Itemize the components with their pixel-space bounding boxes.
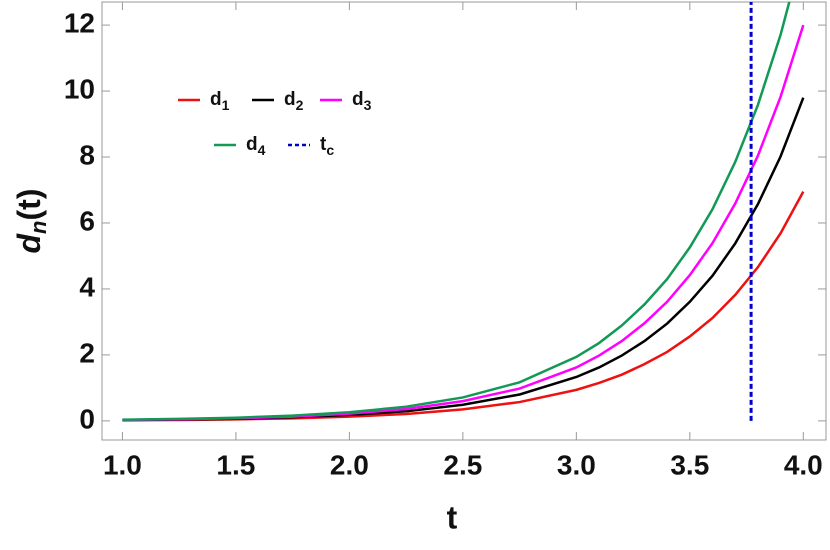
y-tick-label: 8: [79, 139, 95, 170]
x-tick-label: 4.0: [784, 449, 823, 480]
legend-label: d3: [352, 89, 372, 113]
series-line: [122, 2, 791, 421]
legend-subscript: c: [326, 142, 334, 158]
x-tick-label: 2.0: [330, 449, 369, 480]
x-tick-label: 1.0: [103, 449, 142, 480]
x-tick-label: 1.5: [216, 449, 255, 480]
y-axis-label: dn(t): [11, 189, 50, 254]
legend-name: d: [246, 134, 258, 155]
legend-name: d: [352, 89, 364, 110]
y-tick-label: 4: [79, 271, 95, 302]
y-tick-label: 2: [79, 337, 95, 368]
y-label-main: d: [11, 232, 47, 253]
y-tick-label: 6: [79, 205, 95, 236]
legend-name: t: [320, 134, 327, 155]
y-tick-label: 12: [64, 7, 95, 38]
plot-frame: [101, 1, 827, 441]
legend-label: d1: [210, 89, 230, 113]
y-tick-label: 10: [64, 73, 95, 104]
y-label-rest: (t): [11, 189, 47, 221]
y-label-sub: n: [26, 220, 51, 233]
legend-subscript: 4: [258, 142, 266, 158]
y-tick-label: 0: [79, 403, 95, 434]
legend-name: d: [210, 89, 222, 110]
legend-subscript: 2: [296, 97, 304, 113]
x-tick-label: 2.5: [443, 449, 482, 480]
legend-name: d: [284, 89, 296, 110]
series-line: [122, 24, 805, 422]
x-axis-label: t: [447, 499, 458, 535]
plot-area: [122, 2, 805, 422]
x-tick-label: 3.5: [670, 449, 709, 480]
legend-subscript: 1: [222, 97, 230, 113]
x-tick-label: 3.0: [557, 449, 596, 480]
legend-label: tc: [320, 134, 334, 158]
legend-label: d2: [284, 89, 304, 113]
legend-label: d4: [246, 134, 266, 158]
legend-subscript: 3: [364, 97, 372, 113]
